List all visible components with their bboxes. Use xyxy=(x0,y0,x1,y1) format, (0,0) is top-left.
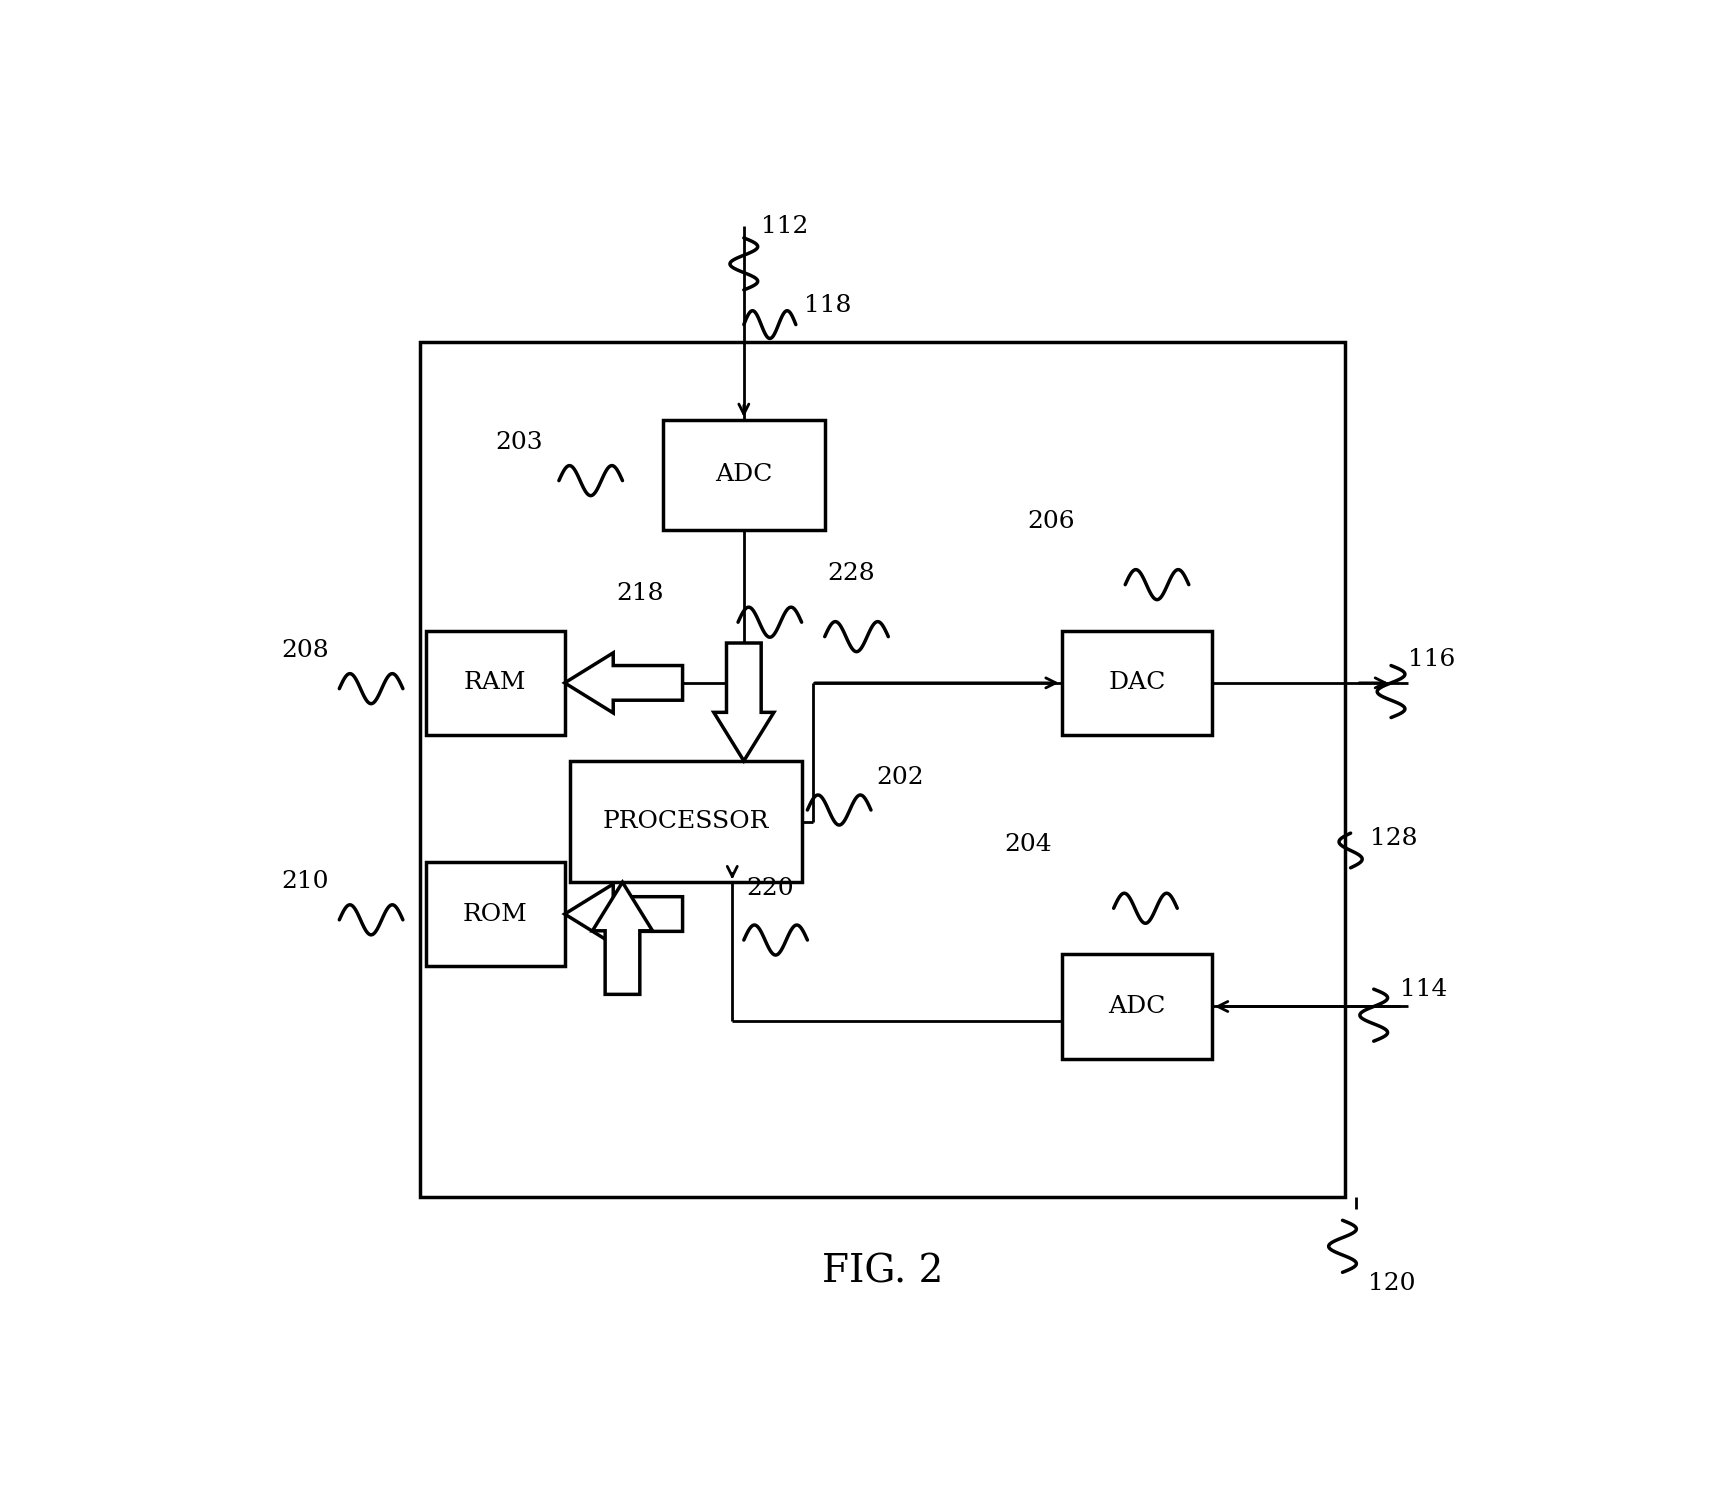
Text: 228: 228 xyxy=(827,561,875,584)
Text: 210: 210 xyxy=(281,871,329,893)
Bar xyxy=(570,761,802,883)
Text: 118: 118 xyxy=(804,294,851,317)
Text: 202: 202 xyxy=(876,766,925,790)
Text: 206: 206 xyxy=(1026,510,1075,533)
Text: ROM: ROM xyxy=(463,902,527,926)
Bar xyxy=(425,862,565,967)
Polygon shape xyxy=(565,653,682,713)
Text: ADC: ADC xyxy=(715,464,773,486)
Text: 220: 220 xyxy=(746,877,794,899)
Text: 116: 116 xyxy=(1409,648,1455,671)
Text: 128: 128 xyxy=(1371,827,1417,851)
Bar xyxy=(1062,955,1212,1058)
Text: 120: 120 xyxy=(1367,1273,1415,1295)
Text: 112: 112 xyxy=(761,215,809,237)
Bar xyxy=(420,342,1345,1198)
Text: 208: 208 xyxy=(281,639,329,662)
Text: ADC: ADC xyxy=(1107,995,1166,1018)
Bar xyxy=(663,420,825,530)
Text: 114: 114 xyxy=(1400,977,1448,1001)
Text: PROCESSOR: PROCESSOR xyxy=(603,811,770,833)
Text: 218: 218 xyxy=(616,582,665,605)
Polygon shape xyxy=(565,884,682,944)
Bar xyxy=(425,630,565,735)
Text: 204: 204 xyxy=(1004,833,1052,856)
Text: FIG. 2: FIG. 2 xyxy=(821,1253,944,1291)
Bar xyxy=(1062,630,1212,735)
Text: DAC: DAC xyxy=(1107,671,1166,695)
Polygon shape xyxy=(592,883,653,994)
Polygon shape xyxy=(715,642,773,761)
Text: 203: 203 xyxy=(496,431,542,453)
Text: RAM: RAM xyxy=(465,671,527,695)
